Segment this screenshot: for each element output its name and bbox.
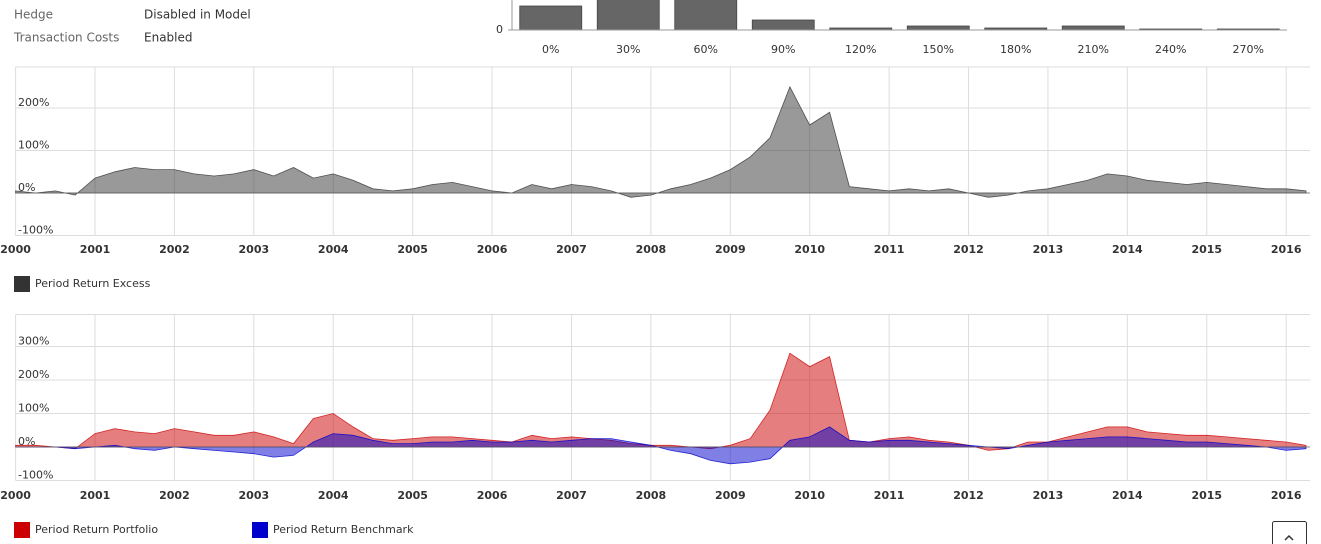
x-tick-label: 210% <box>1078 43 1109 56</box>
x-tick-label: 150% <box>923 43 954 56</box>
y-tick-label: 0% <box>18 435 35 448</box>
legend-swatch <box>14 276 30 292</box>
x-tick-label: 2005 <box>397 243 428 256</box>
area <box>15 426 1307 465</box>
x-tick-label: 240% <box>1155 43 1186 56</box>
x-tick-label: 2015 <box>1191 489 1222 502</box>
area <box>15 352 1307 451</box>
x-tick-label: 2009 <box>715 243 746 256</box>
x-tick-label: 2002 <box>159 489 190 502</box>
caret-icon[interactable] <box>1284 534 1294 541</box>
x-tick-label: 0% <box>542 43 559 56</box>
setting-label: Hedge <box>14 8 53 22</box>
y-tick-label: -100% <box>18 224 53 237</box>
x-tick-label: 270% <box>1233 43 1264 56</box>
x-tick-label: 2001 <box>80 243 111 256</box>
area <box>15 85 1307 198</box>
x-tick-label: 2000 <box>0 243 31 256</box>
x-tick-label: 2003 <box>239 243 270 256</box>
y-tick-label: 100% <box>18 139 49 152</box>
y-tick-label: -100% <box>18 469 53 482</box>
x-tick-label: 2004 <box>318 243 349 256</box>
bar <box>1061 25 1125 31</box>
x-tick-label: 2008 <box>636 243 667 256</box>
x-tick-label: 2009 <box>715 489 746 502</box>
x-tick-label: 2015 <box>1191 243 1222 256</box>
x-tick-label: 2016 <box>1271 489 1302 502</box>
bar <box>906 25 970 31</box>
x-tick-label: 2013 <box>1033 243 1064 256</box>
legend-label: Period Return Benchmark <box>273 523 414 536</box>
x-tick-label: 2011 <box>874 489 905 502</box>
y-tick-label: 300% <box>18 335 49 348</box>
x-tick-label: 2005 <box>397 489 428 502</box>
bar <box>751 19 815 31</box>
x-tick-label: 2012 <box>953 243 984 256</box>
x-tick-label: 180% <box>1000 43 1031 56</box>
x-tick-label: 90% <box>771 43 795 56</box>
y-tick-label: 200% <box>18 368 49 381</box>
setting-value: Enabled <box>144 31 193 45</box>
x-tick-label: 2011 <box>874 243 905 256</box>
legend-label: Period Return Excess <box>35 277 151 290</box>
bar <box>519 5 583 31</box>
setting-value: Disabled in Model <box>144 8 251 22</box>
x-tick-label: 2014 <box>1112 489 1143 502</box>
bar <box>674 0 738 31</box>
scroll-top-button[interactable] <box>1272 521 1307 544</box>
x-tick-label: 120% <box>845 43 876 56</box>
x-tick-label: 2010 <box>794 489 825 502</box>
legend-label: Period Return Portfolio <box>35 523 158 536</box>
x-tick-label: 2008 <box>636 489 667 502</box>
x-tick-label: 2010 <box>794 243 825 256</box>
x-tick-label: 2002 <box>159 243 190 256</box>
button-frame[interactable] <box>1272 521 1307 544</box>
legend-swatch <box>252 522 268 538</box>
x-tick-label: 2000 <box>0 489 31 502</box>
y-tick-label: 0% <box>18 181 35 194</box>
y-tick-label: 100% <box>18 402 49 415</box>
x-tick-label: 2014 <box>1112 243 1143 256</box>
x-tick-label: 30% <box>616 43 640 56</box>
bar <box>596 0 660 31</box>
x-tick-label: 2004 <box>318 489 349 502</box>
x-tick-label: 2012 <box>953 489 984 502</box>
x-tick-label: 60% <box>694 43 718 56</box>
x-tick-label: 2007 <box>556 243 587 256</box>
x-tick-label: 2013 <box>1033 489 1064 502</box>
x-tick-label: 2003 <box>239 489 270 502</box>
x-tick-label: 2006 <box>477 243 508 256</box>
y-tick-label: 0 <box>496 23 503 36</box>
x-tick-label: 2016 <box>1271 243 1302 256</box>
setting-label: Transaction Costs <box>13 31 119 45</box>
x-tick-label: 2007 <box>556 489 587 502</box>
legend-swatch <box>14 522 30 538</box>
x-tick-label: 2001 <box>80 489 111 502</box>
y-tick-label: 200% <box>18 96 49 109</box>
x-tick-label: 2006 <box>477 489 508 502</box>
